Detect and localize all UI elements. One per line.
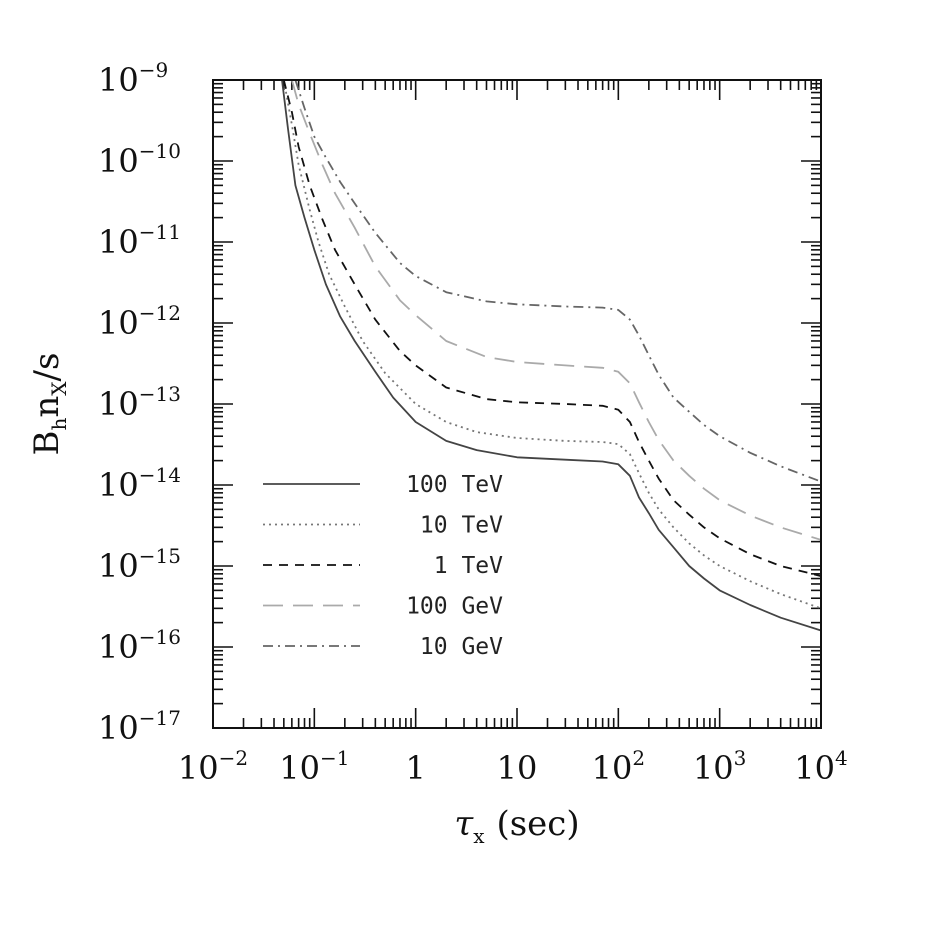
legend-label: 1 TeV bbox=[434, 553, 503, 579]
x-tick-label: 104 bbox=[794, 746, 847, 787]
y-tick-label: 10−10 bbox=[98, 139, 181, 180]
plot-frame bbox=[212, 79, 822, 729]
legend: 100 TeV 10 TeV 1 TeV 100 GeV 10 GeV bbox=[263, 472, 503, 660]
x-tick-label: 102 bbox=[592, 746, 645, 787]
y-tick-label-base: 10 bbox=[98, 466, 139, 504]
minor-ticks bbox=[213, 80, 821, 728]
x-tick-label-base: 10 bbox=[592, 749, 633, 787]
y-tick-label-base: 10 bbox=[98, 547, 139, 585]
series-line-100-tev bbox=[281, 79, 822, 632]
y-tick-label: 10−14 bbox=[98, 463, 181, 504]
x-axis-title: τx (sec) bbox=[454, 804, 579, 848]
y-tick-label-exponent: −14 bbox=[139, 463, 181, 487]
series-line-10-tev bbox=[282, 79, 822, 610]
y-tick-label: 10−13 bbox=[98, 382, 181, 423]
y-tick-label-base: 10 bbox=[98, 142, 139, 180]
y-tick-label-exponent: −13 bbox=[139, 382, 181, 406]
series-line-1-tev bbox=[282, 79, 822, 577]
y-tick-label-exponent: −17 bbox=[139, 706, 181, 730]
x-tick-label-base: 10 bbox=[178, 749, 219, 787]
x-tick-label-base: 10 bbox=[693, 749, 734, 787]
legend-label: 10 TeV bbox=[420, 513, 503, 539]
y-tick-label-base: 10 bbox=[98, 223, 139, 261]
series-line-10-gev bbox=[294, 79, 822, 483]
y-tick-label-exponent: −16 bbox=[139, 625, 181, 649]
y-tick-label-exponent: −11 bbox=[139, 220, 181, 244]
x-tick-label-base: 10 bbox=[279, 749, 320, 787]
y-tick-label-base: 10 bbox=[98, 628, 139, 666]
x-tick-labels: 10−2 10−1 1 10 102 103 104 bbox=[178, 746, 848, 787]
y-axis-title: BhnX/s bbox=[27, 353, 71, 456]
y-tick-label-base: 10 bbox=[98, 709, 139, 747]
y-tick-label-base: 10 bbox=[98, 385, 139, 423]
x-tick-label-exponent: −2 bbox=[219, 746, 248, 770]
x-tick-label-base: 10 bbox=[497, 749, 538, 787]
y-axis-title-n: n bbox=[27, 396, 67, 418]
x-tick-label-exponent: −1 bbox=[320, 746, 349, 770]
x-tick-label-exponent: 2 bbox=[632, 746, 645, 770]
x-axis-title-symbol: τ bbox=[454, 804, 474, 844]
y-tick-label-exponent: −9 bbox=[139, 58, 168, 82]
y-tick-label: 10−15 bbox=[98, 544, 181, 585]
series-line-100-gev bbox=[291, 79, 822, 541]
series-layer bbox=[281, 79, 822, 632]
legend-label: 100 TeV bbox=[406, 472, 503, 498]
x-tick-label: 103 bbox=[693, 746, 746, 787]
y-tick-label: 10−12 bbox=[98, 301, 181, 342]
y-tick-labels: 10−910−1010−1110−1210−1310−1410−1510−161… bbox=[98, 58, 181, 747]
x-tick-label-base: 1 bbox=[405, 749, 425, 787]
x-tick-label: 10−1 bbox=[279, 746, 349, 787]
x-axis-title-unit: (sec) bbox=[496, 804, 579, 844]
y-tick-label-base: 10 bbox=[98, 304, 139, 342]
x-tick-label-exponent: 3 bbox=[734, 746, 747, 770]
x-tick-label-base: 10 bbox=[794, 749, 835, 787]
legend-label: 10 GeV bbox=[420, 634, 503, 660]
x-tick-label: 10 bbox=[497, 749, 538, 787]
y-axis-title-rest: /s bbox=[27, 353, 67, 382]
y-tick-label: 10−9 bbox=[98, 58, 168, 99]
y-tick-label-exponent: −12 bbox=[139, 301, 181, 325]
y-tick-label-base: 10 bbox=[98, 61, 139, 99]
y-axis-title-b-subscript: h bbox=[47, 417, 71, 430]
x-axis-title-subscript: x bbox=[473, 824, 485, 848]
y-tick-label: 10−16 bbox=[98, 625, 181, 666]
y-axis-title-n-subscript: X bbox=[47, 381, 71, 396]
x-tick-label-exponent: 4 bbox=[835, 746, 848, 770]
legend-label: 100 GeV bbox=[406, 594, 503, 620]
y-tick-label-exponent: −15 bbox=[139, 544, 181, 568]
y-tick-label: 10−11 bbox=[98, 220, 181, 261]
x-tick-label: 10−2 bbox=[178, 746, 248, 787]
y-tick-label-exponent: −10 bbox=[139, 139, 181, 163]
x-tick-label: 1 bbox=[405, 749, 425, 787]
y-axis-title-b: B bbox=[27, 430, 67, 455]
y-tick-label: 10−17 bbox=[98, 706, 181, 747]
